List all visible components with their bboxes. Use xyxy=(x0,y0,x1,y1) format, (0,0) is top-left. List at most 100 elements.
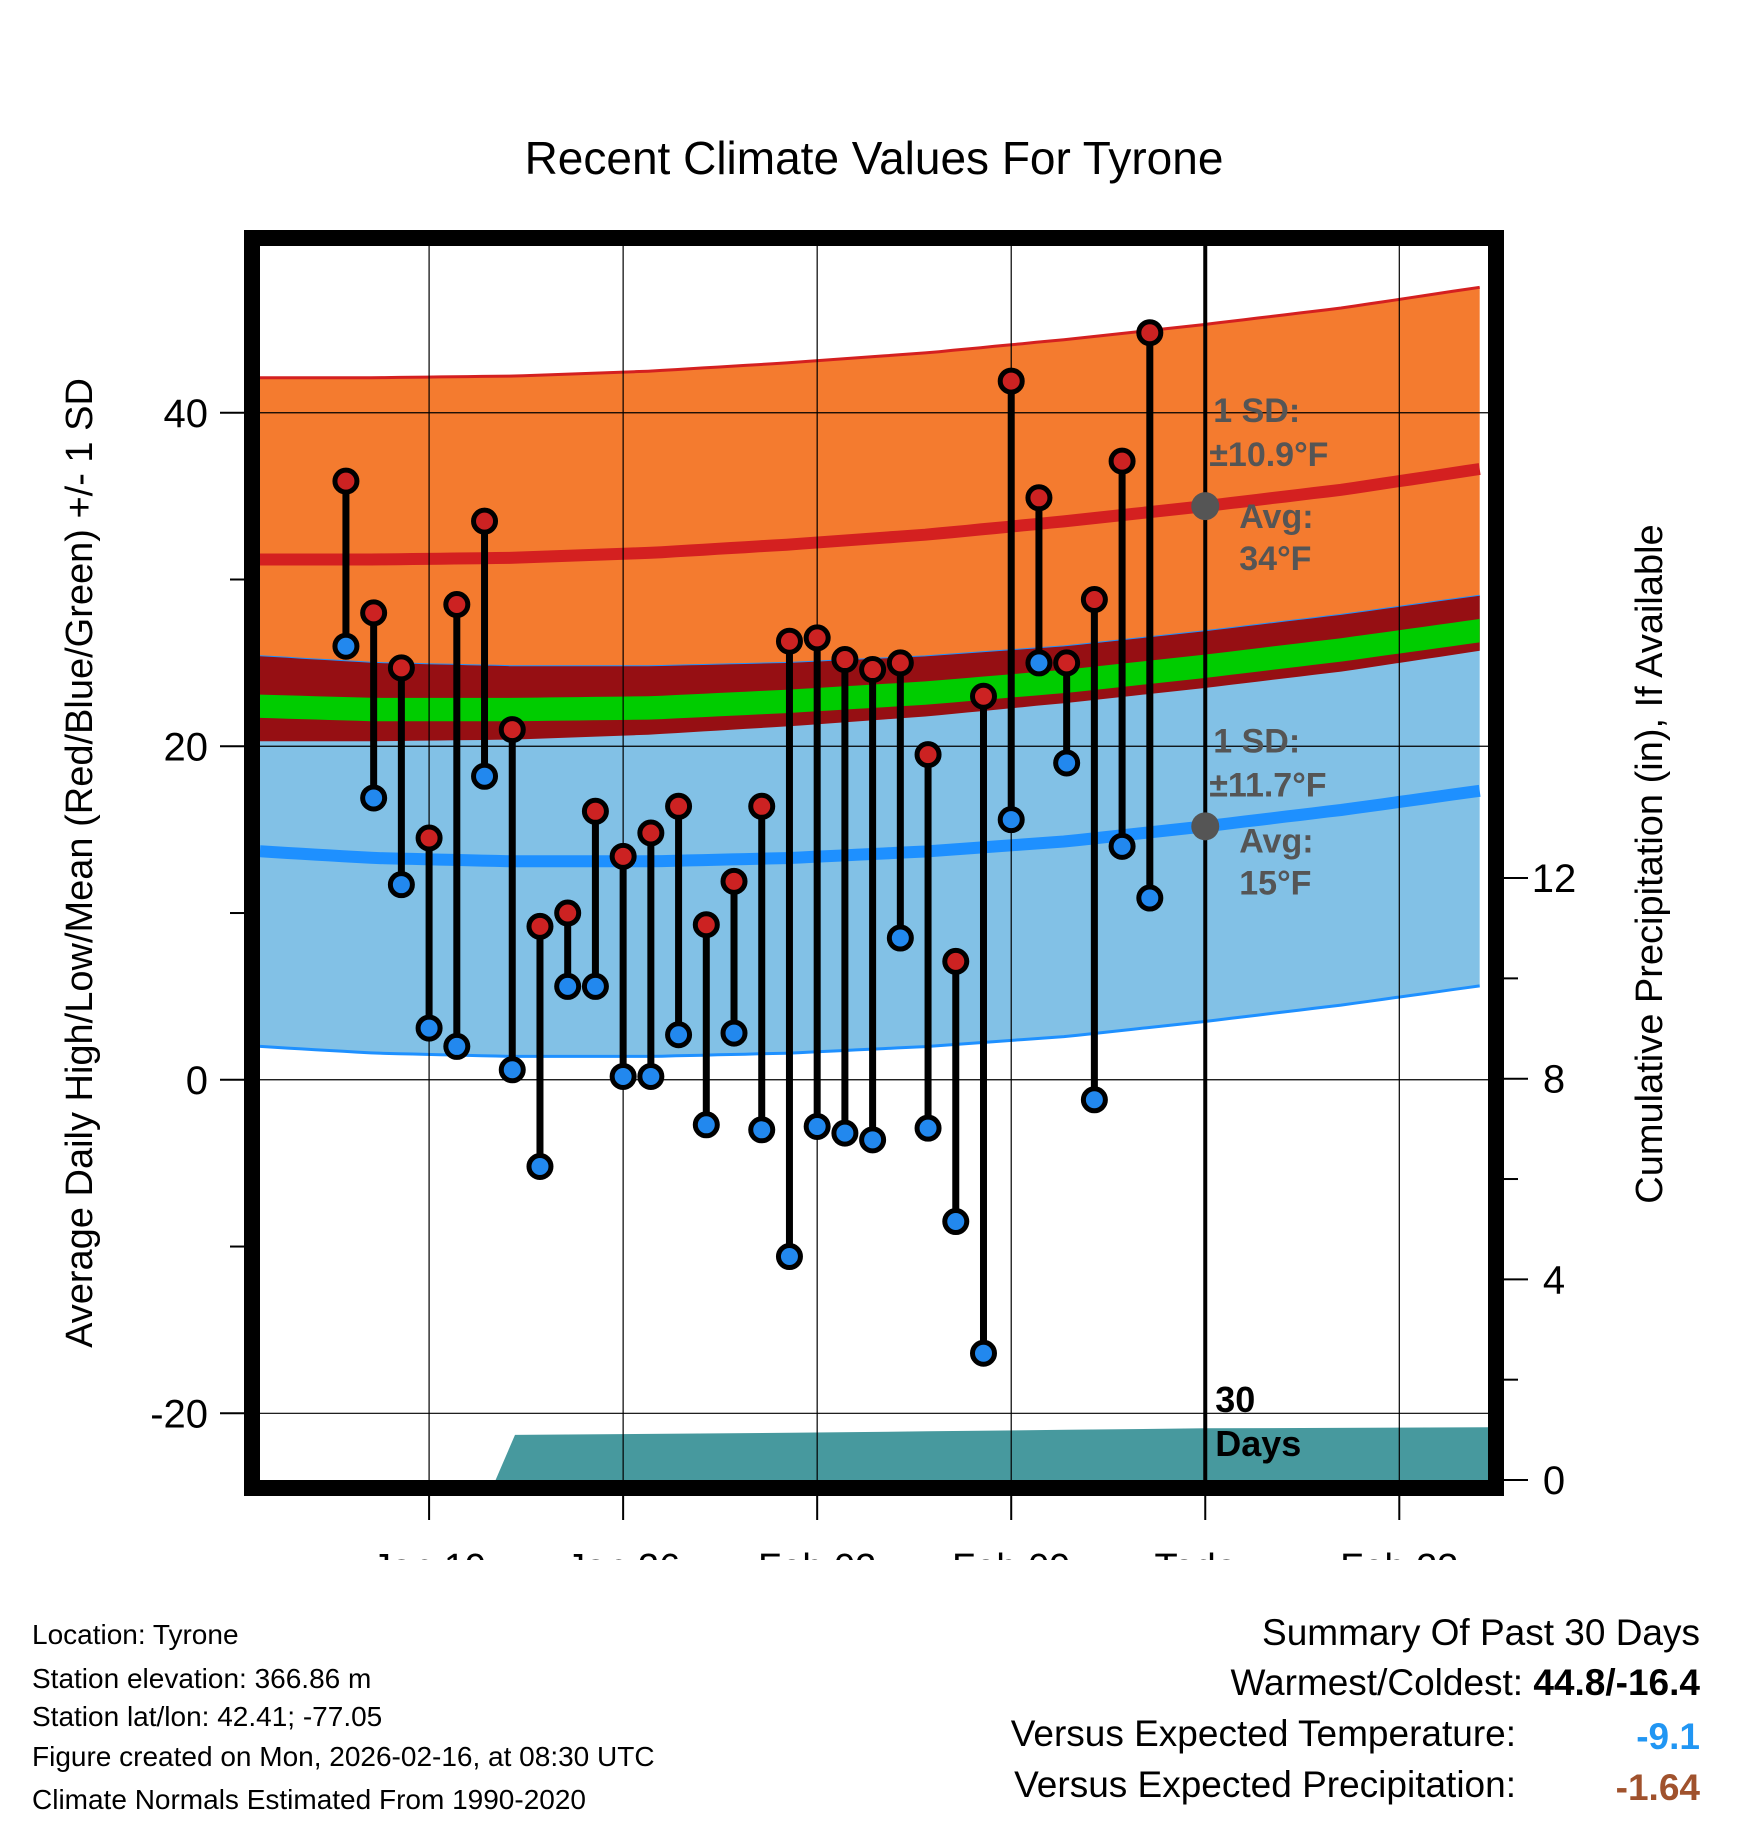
plot-frame xyxy=(244,230,1504,1496)
summary-title: Summary Of Past 30 Days xyxy=(1262,1612,1700,1653)
high-sd-upper-edge xyxy=(260,285,1480,380)
obs-low-dot xyxy=(471,762,499,790)
obs-low-dot xyxy=(914,1114,942,1142)
obs-high-dot xyxy=(886,649,914,677)
high-sd-band xyxy=(260,287,1480,742)
footer-created: Figure created on Mon, 2026-02-16, at 08… xyxy=(32,1741,655,1772)
low-avg-value: 15°F xyxy=(1239,864,1311,902)
high-avg-label: Avg: xyxy=(1239,498,1313,536)
obs-high-dot xyxy=(748,792,776,820)
high-avg-value: 34°F xyxy=(1239,540,1311,578)
x-tick-label: Today xyxy=(1155,1547,1256,1560)
y-left-tick-label: 0 xyxy=(186,1059,208,1103)
obs-low-dot xyxy=(387,871,415,899)
plot-inner xyxy=(260,246,1488,1480)
obs-high-dot xyxy=(1136,319,1164,347)
y-left-axis-label: Average Daily High/Low/Mean (Red/Blue/Gr… xyxy=(59,378,101,1348)
y-right-tick-label: 12 xyxy=(1532,857,1577,901)
obs-high-dot xyxy=(720,867,748,895)
obs-high-dot xyxy=(803,624,831,652)
obs-high-dot xyxy=(637,819,665,847)
low-sd-value: ±11.7°F xyxy=(1209,766,1326,804)
obs-low-dot xyxy=(360,784,388,812)
obs-low-dot xyxy=(332,632,360,660)
y-right-tick-label: 8 xyxy=(1543,1058,1565,1102)
obs-low-dot xyxy=(775,1243,803,1271)
y-right-axis-label: Cumulative Precipitation (in), If Availa… xyxy=(1629,524,1671,1203)
obs-high-dot xyxy=(914,741,942,769)
obs-high-dot xyxy=(1053,649,1081,677)
obs-low-dot xyxy=(942,1208,970,1236)
obs-high-dot xyxy=(775,627,803,655)
obs-low-dot xyxy=(498,1056,526,1084)
obs-high-dot xyxy=(526,912,554,940)
summary-temp-value: -9.1 xyxy=(1636,1716,1700,1757)
obs-low-dot xyxy=(609,1062,637,1090)
precip-area xyxy=(260,1427,1488,1480)
obs-high-dot xyxy=(332,467,360,495)
obs-high-dot xyxy=(1108,447,1136,475)
footer-latlon: Station lat/lon: 42.41; -77.05 xyxy=(32,1701,383,1732)
high-sd-label: 1 SD: xyxy=(1213,392,1300,430)
summary-precip-value: -1.64 xyxy=(1615,1767,1700,1808)
obs-high-dot xyxy=(1080,586,1108,614)
obs-high-dot xyxy=(415,824,443,852)
obs-high-dot xyxy=(498,716,526,744)
y-right-tick-label: 4 xyxy=(1543,1258,1565,1302)
normal-high-line xyxy=(260,463,1481,566)
low-sd-label: 1 SD: xyxy=(1213,722,1300,760)
chart-title: Recent Climate Values For Tyrone xyxy=(525,132,1224,184)
climate-chart: -20 0 20 40 0 4 8 12 Jan 19 Jan 26 Feb 02 Feb 09 Tod… xyxy=(59,132,1671,1560)
obs-low-dot xyxy=(665,1021,693,1049)
obs-low-dot xyxy=(637,1062,665,1090)
obs-low-dot xyxy=(886,924,914,952)
low-avg-label: Avg: xyxy=(1239,822,1313,860)
obs-low-dot xyxy=(748,1116,776,1144)
obs-high-dot xyxy=(1025,484,1053,512)
summary-warm-cold-value: 44.8/-16.4 xyxy=(1533,1662,1700,1703)
days-marker-word: Days xyxy=(1215,1423,1301,1464)
obs-low-dot xyxy=(803,1112,831,1140)
obs-low-dot xyxy=(581,972,609,1000)
footer-normals: Climate Normals Estimated From 1990-2020 xyxy=(32,1784,586,1815)
obs-high-dot xyxy=(443,591,471,619)
obs-low-dot xyxy=(692,1111,720,1139)
x-tick-label: Jan 26 xyxy=(566,1547,680,1560)
obs-high-dot xyxy=(387,654,415,682)
obs-high-dot xyxy=(997,367,1025,395)
low-avg-marker xyxy=(1191,812,1220,841)
x-tick-label: Jan 19 xyxy=(372,1547,486,1560)
obs-high-dot xyxy=(554,899,582,927)
x-tick-label: Feb 02 xyxy=(758,1547,876,1560)
obs-high-dot xyxy=(692,911,720,939)
obs-low-dot xyxy=(554,972,582,1000)
x-tick-label: Feb 23 xyxy=(1340,1547,1458,1560)
obs-high-dot xyxy=(969,682,997,710)
obs-low-dot xyxy=(1053,749,1081,777)
summary-warm-cold: Warmest/Coldest: 44.8/-16.4 xyxy=(1230,1662,1700,1704)
footer-location: Location: Tyrone xyxy=(32,1619,239,1650)
obs-high-dot xyxy=(665,792,693,820)
obs-low-dot xyxy=(1136,884,1164,912)
y-left-tick-label: 40 xyxy=(164,392,209,436)
high-avg-marker xyxy=(1191,492,1220,521)
summary-temp-label: Versus Expected Temperature: xyxy=(1010,1713,1516,1754)
obs-high-dot xyxy=(471,507,499,535)
obs-low-dot xyxy=(859,1126,887,1154)
y-right-tick-label: 0 xyxy=(1543,1459,1565,1503)
obs-low-dot xyxy=(526,1152,554,1180)
days-marker-number: 30 xyxy=(1215,1379,1255,1420)
x-tick-label: Feb 09 xyxy=(952,1547,1070,1560)
obs-high-dot xyxy=(831,646,859,674)
obs-low-dot xyxy=(997,806,1025,834)
obs-high-dot xyxy=(859,656,887,684)
obs-low-dot xyxy=(1080,1086,1108,1114)
summary-warm-cold-label: Warmest/Coldest: xyxy=(1230,1662,1534,1703)
obs-high-dot xyxy=(942,947,970,975)
obs-low-dot xyxy=(969,1339,997,1367)
obs-high-dot xyxy=(360,599,388,627)
obs-low-dot xyxy=(831,1119,859,1147)
obs-high-dot xyxy=(581,797,609,825)
obs-low-dot xyxy=(1108,832,1136,860)
y-left-tick-label: -20 xyxy=(150,1392,208,1436)
